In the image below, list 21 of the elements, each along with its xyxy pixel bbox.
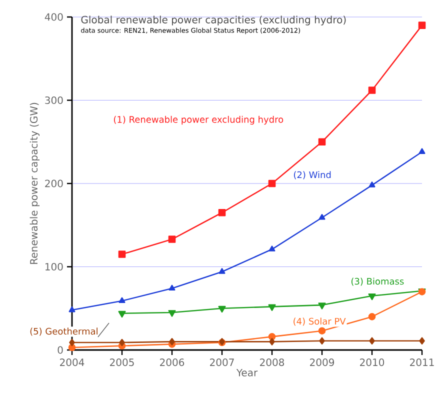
series-label: (3) Biomass <box>351 278 404 286</box>
text: (2) Wind <box>294 171 331 180</box>
x-axis-title: Year <box>236 368 258 376</box>
x-tick-label: 2004 <box>60 358 84 366</box>
y-tick-label: 400 <box>44 13 63 21</box>
y-tick-label: 100 <box>45 262 63 271</box>
x-tick-label: 2009 <box>310 358 334 366</box>
y-axis-title: Renewable power capacity (GW) <box>30 102 40 264</box>
x-tick-label: 2011 <box>410 358 434 366</box>
y-tick-label: 0 <box>58 346 63 354</box>
x-tick-label: 2007 <box>210 358 234 366</box>
series-label: (4) Solar PV <box>294 318 346 326</box>
text: (1) Renewable power excluding hydro <box>114 116 284 125</box>
x-tick-label: 2006 <box>160 358 184 366</box>
x-tick-label: 2005 <box>110 358 134 366</box>
x-tick-label: 2008 <box>260 358 284 366</box>
chart-title: Global renewable power capacities (excluding hydro) <box>81 16 346 26</box>
y-tick-label: 300 <box>45 96 63 104</box>
y-tick-label: 200 <box>45 180 63 188</box>
x-tick-label: 2010 <box>360 358 384 366</box>
series-label: (5) Geothermal <box>30 328 98 336</box>
